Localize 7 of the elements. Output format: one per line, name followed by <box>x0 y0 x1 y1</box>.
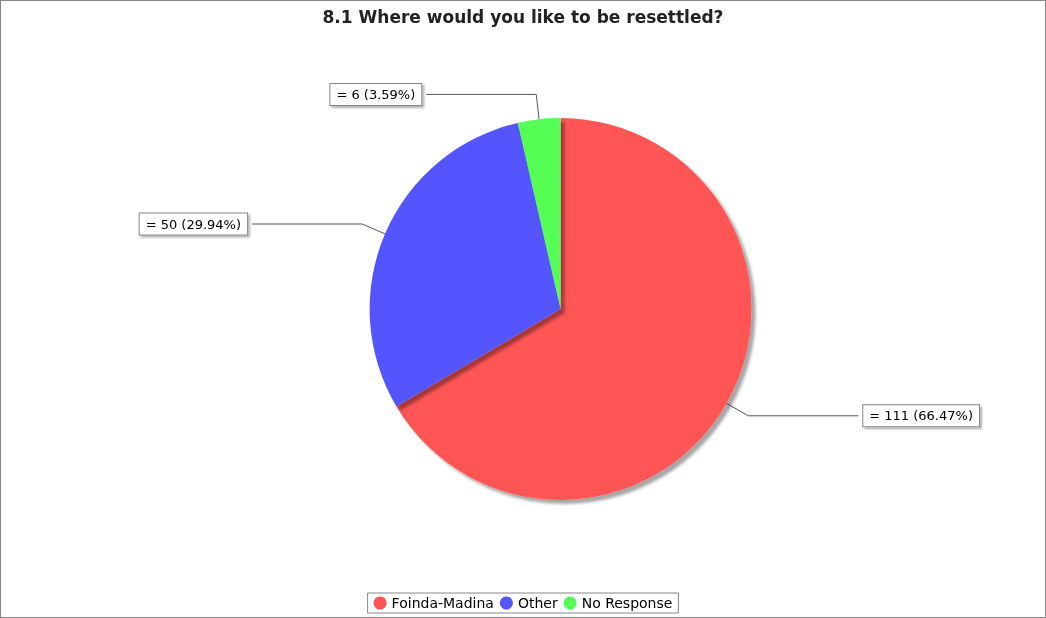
data-label: = 111 (66.47%) <box>869 408 973 424</box>
chart-title: 8.1 Where would you like to be resettled? <box>322 6 724 27</box>
legend-label: No Response <box>581 595 673 611</box>
data-label: = 6 (3.59%) <box>336 86 416 102</box>
legend-label: Other <box>517 595 558 611</box>
data-label: = 50 (29.94%) <box>145 216 242 232</box>
legend-label: Foinda-Madina <box>391 595 494 611</box>
